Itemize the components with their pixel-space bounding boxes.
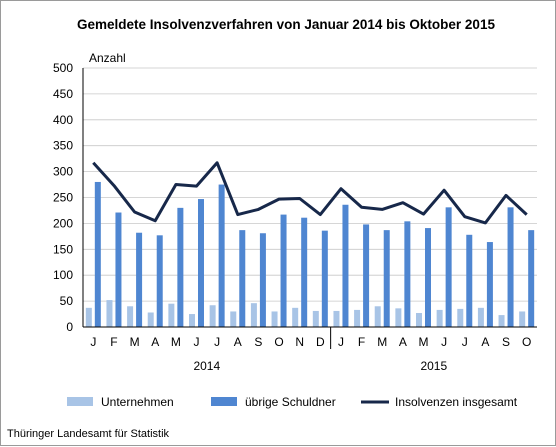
year-label: 2014 [193, 359, 220, 373]
y-tick-label: 50 [60, 294, 74, 308]
x-tick-label: O [274, 335, 283, 349]
bar-uebrige-schuldner [445, 207, 452, 327]
bar-unternehmen [374, 306, 381, 327]
bar-unternehmen [250, 303, 257, 327]
x-tick-label: M [419, 335, 429, 349]
x-tick-label: M [171, 335, 181, 349]
bar-uebrige-schuldner [280, 214, 287, 327]
legend-label: Unternehmen [101, 395, 174, 409]
bar-uebrige-schuldner [363, 224, 370, 327]
x-tick-label: J [462, 335, 468, 349]
x-tick-label: O [522, 335, 531, 349]
y-tick-label: 150 [53, 242, 73, 256]
bar-unternehmen [477, 307, 484, 327]
year-label: 2015 [420, 359, 447, 373]
y-tick-label: 0 [66, 320, 73, 334]
bar-unternehmen [312, 310, 319, 327]
x-tick-label: A [399, 335, 407, 349]
bar-uebrige-schuldner [259, 233, 266, 327]
bars [85, 181, 535, 327]
bar-unternehmen [416, 313, 422, 327]
x-tick-label: S [502, 335, 510, 349]
y-tick-label: 450 [53, 87, 73, 101]
x-tick-label: J [194, 335, 200, 349]
bar-uebrige-schuldner [321, 230, 328, 327]
bar-uebrige-schuldner [425, 228, 431, 327]
line-insolvenzen-insgesamt [92, 161, 528, 225]
x-tick-label: A [151, 335, 159, 349]
source-text: Thüringer Landesamt für Statistik [7, 428, 170, 440]
bar-unternehmen [395, 308, 402, 327]
bar-unternehmen [147, 312, 154, 327]
bar-uebrige-schuldner [342, 204, 349, 327]
x-tick-label: A [234, 335, 242, 349]
bar-uebrige-schuldner [383, 230, 390, 327]
y-tick-label: 300 [53, 165, 73, 179]
bar-uebrige-schuldner [136, 232, 143, 327]
bar-unternehmen [230, 311, 237, 327]
bar-unternehmen [106, 300, 113, 327]
x-tick-label: F [358, 335, 365, 349]
bar-unternehmen [209, 305, 216, 327]
y-tick-label: 250 [53, 191, 73, 205]
x-tick-label: J [441, 335, 447, 349]
legend: Unternehmen übrige Schuldner Insolvenzen i… [67, 395, 518, 409]
total-line [92, 161, 528, 225]
bar-uebrige-schuldner [528, 230, 535, 327]
bar-uebrige-schuldner [156, 235, 163, 327]
bar-unternehmen [85, 307, 92, 327]
legend-swatch [67, 397, 93, 406]
x-tick-label: J [90, 335, 96, 349]
x-tick-label: F [110, 335, 117, 349]
bar-uebrige-schuldner [239, 230, 246, 327]
y-tick-label: 100 [53, 268, 73, 282]
bar-uebrige-schuldner [198, 199, 204, 327]
bar-uebrige-schuldner [507, 207, 514, 327]
x-tick-label: A [481, 335, 489, 349]
bar-uebrige-schuldner [218, 184, 225, 327]
x-tick-label: S [254, 335, 262, 349]
bar-unternehmen [292, 307, 299, 327]
y-tick-label: 400 [53, 113, 73, 127]
bar-uebrige-schuldner [486, 242, 493, 327]
bar-unternehmen [457, 308, 464, 327]
bar-uebrige-schuldner [115, 212, 122, 327]
chart-title: Gemeldete Insolvenzverfahren von Januar … [77, 17, 495, 32]
axes [82, 68, 537, 349]
bar-unternehmen [271, 311, 278, 327]
y-tick-label: 350 [53, 139, 73, 153]
y-tick-label: 200 [53, 216, 73, 230]
bar-unternehmen [189, 314, 195, 327]
x-tick-label: M [130, 335, 140, 349]
bar-unternehmen [498, 315, 505, 327]
bar-uebrige-schuldner [466, 234, 473, 327]
bar-unternehmen [333, 310, 340, 327]
x-tick-label: M [377, 335, 387, 349]
bar-unternehmen [127, 306, 134, 327]
x-tick-label: N [295, 335, 304, 349]
bar-unternehmen [519, 311, 526, 327]
legend-label: übrige Schuldner [245, 395, 336, 409]
bar-uebrige-schuldner [94, 181, 101, 327]
x-tick-label: J [338, 335, 344, 349]
bar-unternehmen [354, 309, 361, 327]
bar-unternehmen [436, 309, 443, 327]
x-tick-label: J [214, 335, 220, 349]
bar-uebrige-schuldner [177, 207, 184, 327]
bar-uebrige-schuldner [404, 221, 411, 327]
bar-uebrige-schuldner [301, 217, 308, 327]
y-axis-label: Anzahl [89, 51, 126, 65]
x-tick-label: D [316, 335, 325, 349]
bar-unternehmen [168, 303, 175, 327]
legend-swatch [211, 397, 237, 406]
y-tick-label: 500 [53, 61, 73, 75]
legend-label: Insolvenzen insgesamt [395, 395, 518, 409]
